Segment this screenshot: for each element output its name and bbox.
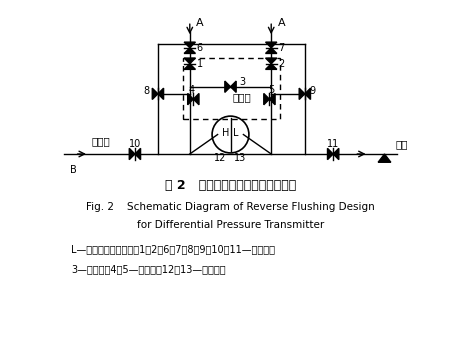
- Polygon shape: [188, 93, 193, 105]
- Polygon shape: [333, 148, 339, 160]
- Polygon shape: [152, 88, 158, 99]
- Text: H: H: [222, 128, 229, 138]
- Polygon shape: [266, 48, 277, 53]
- Polygon shape: [158, 88, 164, 99]
- Text: 地漏: 地漏: [395, 139, 408, 149]
- Polygon shape: [264, 93, 269, 105]
- Polygon shape: [266, 64, 277, 69]
- Text: Fig. 2    Schematic Diagram of Reverse Flushing Design: Fig. 2 Schematic Diagram of Reverse Flus…: [86, 202, 375, 212]
- Polygon shape: [184, 64, 195, 69]
- Text: 反冲水: 反冲水: [92, 137, 111, 147]
- Text: 10: 10: [129, 139, 141, 149]
- Text: 8: 8: [143, 86, 149, 96]
- Bar: [183, 58, 280, 119]
- Polygon shape: [129, 148, 135, 160]
- Polygon shape: [184, 58, 195, 64]
- Text: 13: 13: [234, 153, 247, 163]
- Text: 5: 5: [268, 85, 274, 95]
- Polygon shape: [305, 88, 311, 99]
- Text: 11: 11: [327, 139, 339, 149]
- Text: 1: 1: [197, 59, 203, 69]
- Text: L—压力变送器低压侧；1、2、6、7、8、9、10、11—截止阀；: L—压力变送器低压侧；1、2、6、7、8、9、10、11—截止阀；: [71, 245, 275, 255]
- Text: 3—平衡阀；4、5—排污阀；12、13—排污丝堵: 3—平衡阀；4、5—排污阀；12、13—排污丝堵: [71, 264, 226, 274]
- Polygon shape: [193, 93, 199, 105]
- Polygon shape: [184, 48, 195, 53]
- Text: 9: 9: [309, 86, 315, 96]
- Text: 12: 12: [214, 153, 227, 163]
- Polygon shape: [327, 148, 333, 160]
- Text: 五阀组: 五阀组: [233, 92, 251, 102]
- Polygon shape: [230, 81, 236, 92]
- Polygon shape: [135, 148, 141, 160]
- Polygon shape: [269, 93, 275, 105]
- Text: 图 2   差压变送器反冲水设计示意图: 图 2 差压变送器反冲水设计示意图: [165, 179, 296, 192]
- Text: 2: 2: [278, 59, 284, 69]
- Text: A: A: [278, 18, 285, 28]
- Polygon shape: [299, 88, 305, 99]
- Text: 7: 7: [278, 43, 284, 53]
- Text: 4: 4: [189, 85, 195, 95]
- Polygon shape: [378, 154, 391, 162]
- Polygon shape: [266, 58, 277, 64]
- Text: 3: 3: [239, 78, 245, 87]
- Polygon shape: [266, 42, 277, 48]
- Polygon shape: [225, 81, 230, 92]
- Text: B: B: [70, 165, 77, 175]
- Text: 6: 6: [197, 43, 203, 53]
- Text: A: A: [196, 18, 204, 28]
- Text: for Differential Pressure Transmitter: for Differential Pressure Transmitter: [137, 220, 324, 230]
- Text: L: L: [233, 128, 238, 138]
- Polygon shape: [184, 42, 195, 48]
